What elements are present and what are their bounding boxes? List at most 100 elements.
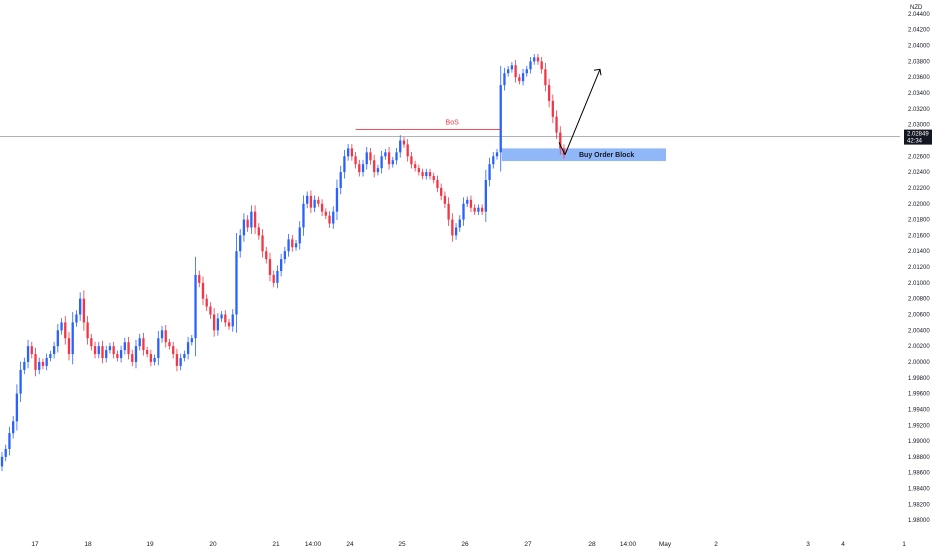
x-tick-label-2: 19 [146, 541, 154, 548]
y-tick-label-2: 2.04000 [908, 44, 930, 50]
candle-body [41, 361, 45, 366]
candle-66 [246, 215, 249, 232]
y-tick-label-30: 1.98200 [908, 502, 930, 508]
candle-107 [399, 135, 402, 158]
candle-body [209, 306, 212, 315]
candle-111 [413, 160, 417, 172]
candle-91 [339, 165, 342, 195]
candle-body [358, 164, 361, 173]
candle-149 [555, 110, 558, 139]
candle-body [38, 361, 41, 370]
candle-126 [469, 195, 473, 213]
candle-body [425, 172, 428, 177]
candle-132 [492, 151, 495, 169]
candle-body [477, 207, 480, 212]
x-tick-label-9: 27 [524, 541, 532, 548]
candle-body [90, 338, 93, 347]
candle-body [198, 274, 201, 283]
candle-127 [473, 204, 476, 216]
candle-body [291, 239, 294, 248]
candle-body [93, 346, 97, 355]
candle-103 [384, 148, 387, 160]
candle-94 [350, 144, 354, 161]
candle-62 [231, 309, 234, 332]
candle-34 [127, 336, 130, 360]
candle-1 [4, 444, 7, 462]
candle-89 [332, 206, 335, 229]
x-tick-label-0: 17 [31, 541, 39, 548]
candle-65 [242, 213, 246, 242]
bos-label: BoS [446, 119, 460, 126]
candle-body [373, 160, 376, 173]
candle-body [67, 338, 71, 355]
candle-143 [533, 54, 536, 65]
candle-body [216, 318, 220, 331]
candle-79 [294, 239, 298, 251]
candle-106 [395, 147, 398, 165]
candle-81 [302, 195, 305, 236]
candle-92 [343, 149, 346, 179]
y-tick-label-9: 2.02400 [908, 170, 930, 176]
candle-body [97, 346, 100, 355]
candle-119 [443, 191, 447, 209]
candle-48 [179, 353, 182, 371]
y-tick-label-10: 2.02200 [908, 186, 930, 192]
y-tick-label-16: 2.01000 [908, 281, 930, 287]
candle-140 [521, 68, 525, 86]
candle-body [436, 180, 439, 188]
candle-74 [276, 265, 279, 289]
y-tick-label-29: 1.98400 [908, 487, 930, 493]
y-tick-label-7: 2.03000 [908, 123, 930, 129]
candle-body [108, 346, 112, 351]
y-tick-label-15: 2.01200 [908, 265, 930, 271]
candle-147 [547, 78, 551, 108]
candle-6 [23, 357, 26, 375]
currency-label: NZD [910, 5, 923, 11]
candle-body [265, 251, 268, 260]
candle-10 [38, 357, 41, 375]
candle-body [253, 211, 257, 228]
candle-23 [86, 316, 89, 345]
candle-body [317, 199, 320, 204]
candle-37 [138, 333, 141, 351]
annotations: BoS [355, 68, 602, 155]
candle-137 [510, 61, 514, 73]
candle-118 [440, 183, 443, 201]
candle-body [533, 57, 536, 62]
candle-body [45, 358, 48, 366]
candle-body [440, 187, 443, 196]
candle-body [64, 322, 67, 339]
candle-body [75, 314, 78, 323]
candle-body [112, 346, 115, 355]
candle-96 [358, 159, 361, 177]
candle-9 [34, 347, 37, 377]
candle-body [332, 211, 335, 224]
candle-52 [194, 256, 197, 357]
candle-32 [119, 345, 123, 363]
candle-body [224, 314, 227, 323]
candle-69 [257, 223, 260, 240]
candle-135 [503, 67, 506, 91]
candle-39 [145, 346, 149, 358]
candle-146 [544, 62, 547, 92]
candle-body [551, 100, 554, 117]
x-tick-label-8: 26 [461, 541, 469, 548]
candle-80 [298, 221, 301, 250]
y-tick-label-22: 1.99800 [908, 376, 930, 382]
candle-43 [160, 325, 164, 343]
candle-0 [0, 452, 4, 472]
y-tick-label-6: 2.03200 [908, 107, 930, 113]
candle-142 [529, 57, 532, 74]
x-tick-label-15: 4 [841, 541, 845, 548]
candle-body [354, 156, 357, 165]
candle-45 [168, 338, 171, 350]
candle-body [205, 298, 208, 307]
candle-67 [250, 205, 253, 234]
time-axis[interactable]: 17 18 19 20 21 14:00 24 25 26 27 28 14:00 May 2 3 4 1 [31, 541, 906, 548]
candle-body [23, 361, 26, 370]
candle-body [343, 156, 346, 173]
candle-100 [373, 154, 376, 178]
candle-body [242, 219, 246, 236]
